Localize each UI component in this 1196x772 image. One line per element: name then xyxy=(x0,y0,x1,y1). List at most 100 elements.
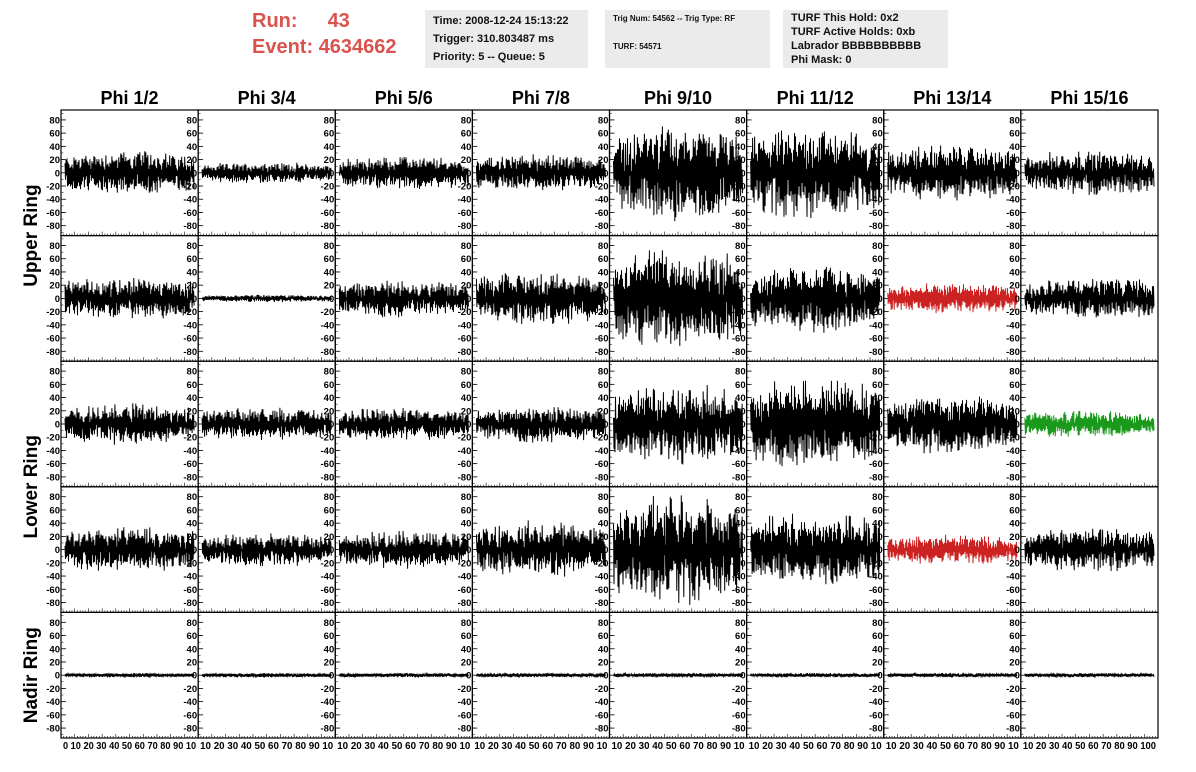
y-tick-label: 60 xyxy=(598,380,609,391)
y-tick-label: 0 xyxy=(603,420,608,431)
y-tick-label: 40 xyxy=(1009,644,1020,655)
y-tick-label: 20 xyxy=(735,406,746,417)
y-tick-label: -80 xyxy=(46,598,60,609)
y-tick-label: 40 xyxy=(735,519,746,530)
y-tick-label: 80 xyxy=(872,367,883,378)
y-tick-label: -40 xyxy=(321,195,335,206)
y-tick-label: 60 xyxy=(735,631,746,642)
y-tick-label: -80 xyxy=(458,347,472,358)
y-tick-label: -20 xyxy=(869,307,883,318)
y-tick-label: 20 xyxy=(187,532,198,543)
y-tick-label: -20 xyxy=(458,558,472,569)
y-tick-label: 40 xyxy=(49,519,60,530)
y-tick-label: 80 xyxy=(598,241,609,252)
y-tick-label: -40 xyxy=(183,195,197,206)
y-tick-label: -40 xyxy=(595,320,609,331)
y-tick-label: 60 xyxy=(598,631,609,642)
y-tick-label: 60 xyxy=(735,505,746,516)
x-tick-label: 10 20 30 40 50 60 70 80 90 10 xyxy=(474,741,608,752)
y-tick-label: -80 xyxy=(183,221,197,232)
y-tick-label: -80 xyxy=(732,724,746,735)
y-tick-label: 0 xyxy=(55,294,60,305)
column-header: Phi 11/12 xyxy=(777,88,854,108)
y-tick-label: 20 xyxy=(187,657,198,668)
y-tick-label: 80 xyxy=(598,115,609,126)
y-tick-label: 0 xyxy=(55,420,60,431)
y-tick-label: -40 xyxy=(1006,446,1020,457)
waveform-trace xyxy=(64,671,195,679)
y-tick-label: -60 xyxy=(1006,710,1020,721)
waveform-trace xyxy=(201,407,332,441)
y-tick-label: -40 xyxy=(458,446,472,457)
y-tick-label: -40 xyxy=(321,697,335,708)
run-event-box: Run: 43 Event: 4634662 xyxy=(252,8,397,60)
y-tick-label: 80 xyxy=(461,115,472,126)
y-tick-label: -60 xyxy=(595,459,609,470)
y-tick-label: -60 xyxy=(732,585,746,596)
y-tick-label: -20 xyxy=(732,684,746,695)
y-tick-label: 60 xyxy=(1009,129,1020,140)
y-tick-label: -60 xyxy=(458,208,472,219)
y-tick-label: 40 xyxy=(461,393,472,404)
y-tick-label: 20 xyxy=(324,657,335,668)
y-tick-label: -60 xyxy=(183,710,197,721)
y-tick-label: -80 xyxy=(46,472,60,483)
y-tick-label: 40 xyxy=(735,267,746,278)
x-tick-label: 10 20 30 40 50 60 70 80 90 100 xyxy=(1023,741,1157,752)
column-header: Phi 5/6 xyxy=(375,88,433,108)
y-tick-label: 20 xyxy=(1009,155,1020,166)
y-tick-label: -20 xyxy=(732,558,746,569)
y-tick-label: -80 xyxy=(869,598,883,609)
x-tick-label: 10 20 30 40 50 60 70 80 90 10 xyxy=(337,741,471,752)
y-tick-label: 40 xyxy=(49,393,60,404)
y-tick-label: 40 xyxy=(735,142,746,153)
y-tick-label: -60 xyxy=(458,334,472,345)
y-tick-label: -60 xyxy=(869,710,883,721)
column-header: Phi 3/4 xyxy=(238,88,296,108)
y-tick-label: 40 xyxy=(49,267,60,278)
y-tick-label: 40 xyxy=(1009,519,1020,530)
y-tick-label: -60 xyxy=(183,459,197,470)
y-tick-label: 60 xyxy=(324,254,335,265)
time-trigger-panel: Time: 2008-12-24 15:13:22 Trigger: 310.8… xyxy=(425,10,588,68)
y-tick-label: 80 xyxy=(187,618,198,629)
y-tick-label: 0 xyxy=(1015,168,1020,179)
y-tick-label: 20 xyxy=(1009,406,1020,417)
y-tick-label: -40 xyxy=(183,320,197,331)
y-tick-label: -60 xyxy=(458,710,472,721)
turf-active-holds-text: TURF Active Holds: 0xb xyxy=(791,26,916,38)
y-tick-label: -80 xyxy=(46,221,60,232)
y-tick-label: 40 xyxy=(324,142,335,153)
row-label: Nadir Ring xyxy=(21,627,42,723)
y-tick-label: 0 xyxy=(466,168,471,179)
y-tick-label: 0 xyxy=(192,168,197,179)
waveform-trace xyxy=(338,156,469,190)
priority-text: Priority: 5 -- Queue: 5 xyxy=(433,51,545,63)
y-tick-label: -20 xyxy=(321,558,335,569)
y-tick-label: 80 xyxy=(49,492,60,503)
y-tick-label: 60 xyxy=(461,254,472,265)
labrador-text: Labrador BBBBBBBBBB xyxy=(791,40,922,52)
y-tick-label: 40 xyxy=(735,393,746,404)
y-tick-label: 80 xyxy=(187,115,198,126)
y-tick-label: 60 xyxy=(187,380,198,391)
y-tick-label: 40 xyxy=(324,644,335,655)
run-label: Run: xyxy=(252,10,298,32)
y-tick-label: -40 xyxy=(46,195,60,206)
y-tick-label: 20 xyxy=(872,532,883,543)
y-tick-label: -20 xyxy=(595,433,609,444)
y-tick-label: 60 xyxy=(598,129,609,140)
y-tick-label: 20 xyxy=(49,155,60,166)
y-tick-label: -80 xyxy=(732,472,746,483)
waveform-trace xyxy=(1024,672,1155,679)
y-tick-label: 60 xyxy=(187,129,198,140)
y-tick-label: 40 xyxy=(598,142,609,153)
run-row: Run: 43 xyxy=(252,8,397,34)
y-tick-label: -80 xyxy=(732,598,746,609)
y-tick-label: -20 xyxy=(321,182,335,193)
y-tick-label: 80 xyxy=(872,492,883,503)
column-header: Phi 1/2 xyxy=(101,88,159,108)
y-tick-label: 0 xyxy=(55,671,60,682)
waveform-trace xyxy=(338,280,469,318)
y-tick-label: -40 xyxy=(183,697,197,708)
